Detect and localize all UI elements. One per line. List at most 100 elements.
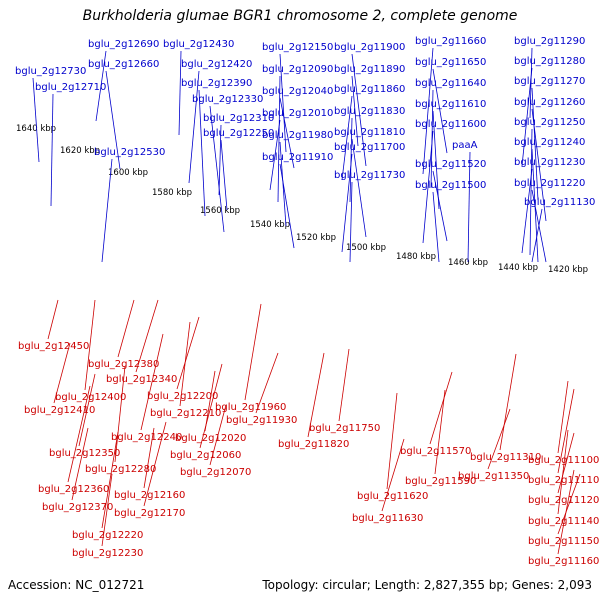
- forward-label-leader-line: [432, 191, 440, 263]
- reverse-gene-label: bglu_2g11310: [470, 452, 541, 463]
- forward-label-leader-line: [432, 110, 440, 210]
- reverse-gene-label: bglu_2g11820: [278, 439, 349, 450]
- reverse-gene-label: bglu_2g12060: [170, 450, 241, 461]
- position-tick-label: 1640 kbp: [16, 124, 56, 134]
- forward-label-leader-line: [269, 119, 281, 191]
- reverse-gene-label: bglu_2g11120: [528, 495, 599, 506]
- forward-gene-label: bglu_2g12530: [94, 147, 165, 158]
- forward-label-leader-line: [188, 70, 200, 184]
- reverse-gene-label: bglu_2g12020: [175, 433, 246, 444]
- reverse-gene-label: bglu_2g12370: [42, 502, 113, 513]
- forward-label-leader-line: [50, 93, 54, 207]
- forward-label-leader-line: [341, 153, 353, 253]
- reverse-label-leader-line: [557, 432, 575, 494]
- position-tick-label: 1500 kbp: [346, 243, 386, 253]
- map-title: Burkholderia glumae BGR1 chromosome 2, c…: [82, 8, 518, 24]
- reverse-label-leader-line: [386, 392, 398, 490]
- reverse-label-leader-line: [78, 373, 96, 447]
- forward-gene-label: bglu_2g11810: [334, 127, 405, 138]
- forward-gene-label: bglu_2g11910: [262, 152, 333, 163]
- position-tick-label: 1420 kbp: [548, 265, 588, 275]
- accession-text: Accession: NC_012721: [8, 578, 145, 592]
- forward-label-leader-line: [279, 53, 287, 153]
- forward-gene-label: bglu_2g11250: [514, 117, 585, 128]
- forward-label-leader-line: [178, 50, 182, 136]
- forward-gene-label: bglu_2g11640: [415, 78, 486, 89]
- forward-gene-label: bglu_2g11130: [524, 197, 595, 208]
- reverse-label-leader-line: [199, 363, 223, 449]
- reverse-gene-label: bglu_2g12410: [24, 405, 95, 416]
- reverse-label-leader-line: [434, 389, 446, 475]
- reverse-gene-label: bglu_2g11140: [528, 516, 599, 527]
- reverse-label-leader-line: [557, 429, 569, 515]
- reverse-gene-label: bglu_2g12350: [49, 448, 120, 459]
- forward-gene-label: bglu_2g11830: [334, 106, 405, 117]
- reverse-label-leader-line: [117, 299, 135, 358]
- reverse-gene-label: bglu_2g11100: [528, 455, 599, 466]
- reverse-gene-label: bglu_2g12160: [114, 490, 185, 501]
- forward-gene-label: bglu_2g11860: [334, 84, 405, 95]
- reverse-label-leader-line: [179, 321, 191, 407]
- forward-gene-label: bglu_2g12330: [192, 94, 263, 105]
- reverse-label-leader-line: [101, 431, 119, 529]
- reverse-label-leader-line: [244, 303, 262, 401]
- forward-gene-label: bglu_2g11600: [415, 119, 486, 130]
- position-tick-label: 1540 kbp: [250, 220, 290, 230]
- reverse-gene-label: bglu_2g12280: [85, 464, 156, 475]
- reverse-gene-label: bglu_2g11160: [528, 556, 599, 567]
- reverse-gene-label: bglu_2g11620: [357, 491, 428, 502]
- forward-gene-label: bglu_2g12730: [15, 66, 86, 77]
- reverse-label-leader-line: [557, 388, 575, 474]
- reverse-label-leader-line: [135, 299, 159, 373]
- forward-gene-label: bglu_2g11610: [415, 99, 486, 110]
- position-tick-label: 1620 kbp: [60, 146, 100, 156]
- forward-label-leader-line: [467, 151, 471, 263]
- forward-gene-label: bglu_2g11730: [334, 170, 405, 181]
- reverse-gene-label: bglu_2g11590: [405, 476, 476, 487]
- forward-label-leader-line: [277, 75, 281, 203]
- forward-gene-label: bglu_2g11700: [334, 142, 405, 153]
- forward-label-leader-line: [351, 75, 359, 147]
- reverse-gene-label: bglu_2g11150: [528, 536, 599, 547]
- position-tick-label: 1600 kbp: [108, 168, 148, 178]
- forward-label-leader-line: [105, 70, 121, 170]
- reverse-label-leader-line: [71, 427, 89, 501]
- forward-gene-label: bglu_2g12010: [262, 108, 333, 119]
- forward-label-leader-line: [422, 47, 434, 175]
- forward-gene-label: bglu_2g12310: [203, 113, 274, 124]
- forward-gene-label: bglu_2g11500: [415, 180, 486, 191]
- forward-label-leader-line: [432, 68, 448, 154]
- forward-label-leader-line: [531, 208, 543, 263]
- forward-label-leader-line: [531, 108, 547, 222]
- forward-label-leader-line: [341, 95, 353, 181]
- position-tick-label: 1520 kbp: [296, 233, 336, 243]
- forward-label-leader-line: [351, 53, 367, 167]
- forward-gene-label: bglu_2g11290: [514, 36, 585, 47]
- forward-label-leader-line: [521, 67, 533, 167]
- forward-label-leader-line: [101, 158, 113, 263]
- forward-gene-label: bglu_2g11270: [514, 76, 585, 87]
- forward-label-leader-line: [422, 130, 434, 244]
- reverse-label-leader-line: [338, 348, 350, 422]
- reverse-gene-label: bglu_2g12200: [147, 391, 218, 402]
- forward-gene-label: bglu_2g11980: [262, 130, 333, 141]
- reverse-gene-label: bglu_2g12210: [150, 408, 221, 419]
- position-tick-label: 1480 kbp: [396, 252, 436, 262]
- reverse-gene-label: bglu_2g12340: [106, 374, 177, 385]
- forward-gene-label: bglu_2g12660: [88, 59, 159, 70]
- forward-label-leader-line: [349, 181, 353, 263]
- reverse-gene-label: bglu_2g12070: [180, 467, 251, 478]
- reverse-gene-label: bglu_2g12240: [111, 432, 182, 443]
- forward-gene-label: bglu_2g12090: [262, 64, 333, 75]
- reverse-gene-label: bglu_2g12220: [72, 530, 143, 541]
- forward-label-leader-line: [279, 163, 295, 249]
- forward-gene-label: bglu_2g11890: [334, 64, 405, 75]
- forward-gene-label: bglu_2g12150: [262, 42, 333, 53]
- reverse-gene-label: bglu_2g11570: [400, 446, 471, 457]
- reverse-gene-label: bglu_2g12170: [114, 508, 185, 519]
- position-tick-label: 1460 kbp: [448, 258, 488, 268]
- reverse-gene-label: bglu_2g11630: [352, 513, 423, 524]
- forward-label-leader-line: [218, 124, 222, 196]
- reverse-label-leader-line: [499, 353, 517, 451]
- forward-label-leader-line: [529, 47, 533, 119]
